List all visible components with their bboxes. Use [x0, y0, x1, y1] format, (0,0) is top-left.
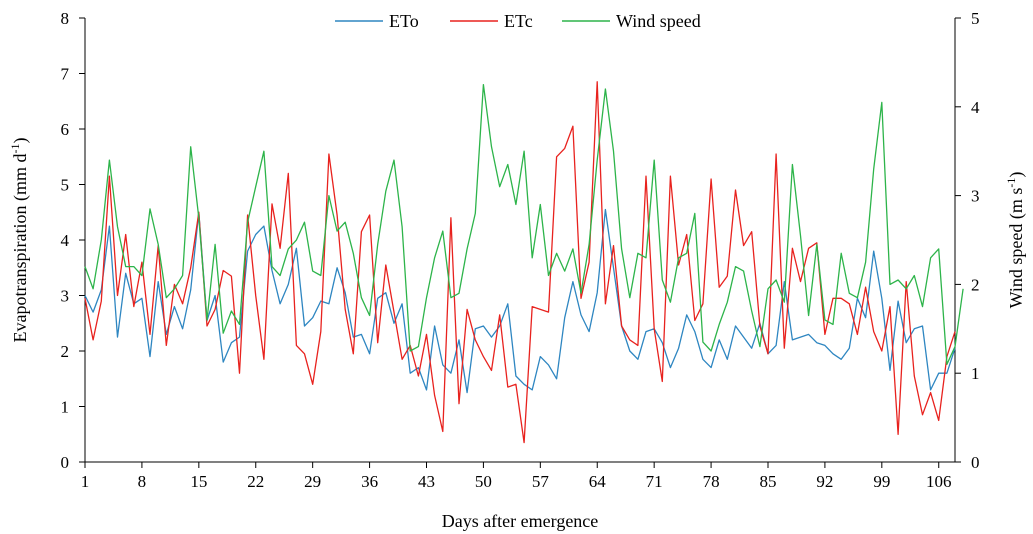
y-right-tick-label: 5	[971, 9, 980, 28]
y-left-tick-label: 1	[61, 398, 70, 417]
y-axis-left-title-sup: -1	[8, 144, 22, 154]
y-axis-right-title: Wind speed (m s-1)	[1004, 172, 1027, 309]
y-left-tick-label: 5	[61, 176, 70, 195]
x-tick-label: 92	[816, 472, 833, 491]
series-line-eto	[84, 208, 956, 394]
y-right-tick-label: 3	[971, 187, 980, 206]
x-tick-label: 8	[138, 472, 147, 491]
x-tick-label: 106	[926, 472, 952, 491]
y-left-tick-label: 0	[61, 453, 70, 472]
y-left-tick-label: 8	[61, 9, 70, 28]
x-tick-label: 78	[703, 472, 720, 491]
y-left-tick-label: 2	[61, 342, 70, 361]
y-ticks-left: 0 1 2 3 4 5 6 7 8	[61, 9, 85, 472]
y-left-tick-label: 7	[61, 65, 70, 84]
legend-label-etc: ETc	[504, 11, 533, 31]
x-tick-label: 57	[532, 472, 550, 491]
y-left-tick-label: 6	[61, 120, 70, 139]
y-left-tick-label: 3	[61, 287, 70, 306]
x-tick-label: 50	[475, 472, 492, 491]
y-axis-right-title-tail: )	[1006, 172, 1027, 178]
legend-label-eto: ETo	[389, 11, 419, 31]
y-ticks-right: 0 1 2 3 4 5	[955, 9, 980, 472]
y-right-tick-label: 2	[971, 275, 980, 294]
y-right-tick-label: 4	[971, 98, 980, 117]
x-tick-label: 1	[81, 472, 90, 491]
x-tick-label: 99	[873, 472, 890, 491]
x-tick-label: 64	[589, 472, 607, 491]
y-axis-right-title-main: Wind speed (m s	[1006, 188, 1027, 309]
legend: ETo ETc Wind speed	[335, 11, 701, 31]
y-axis-left-title-tail: )	[10, 138, 31, 144]
series-line-wind-speed	[84, 83, 964, 365]
y-right-tick-label: 1	[971, 364, 980, 383]
x-tick-label: 43	[418, 472, 435, 491]
y-left-tick-label: 4	[61, 231, 70, 250]
x-tick-label: 71	[646, 472, 663, 491]
series-line-etc	[84, 81, 956, 444]
series-layer	[84, 81, 964, 444]
legend-label-wind-speed: Wind speed	[616, 11, 701, 31]
y-axis-left-title: Evapotranspiration (mm d-1)	[8, 138, 31, 343]
x-tick-label: 36	[361, 472, 378, 491]
plot-area: 1 8 15 22 29 36 43 50 57 64 71 78 85 92 99 106 01234567…	[61, 9, 981, 491]
y-axis-left-title-main: Evapotranspiration (mm d	[10, 154, 31, 343]
x-tick-label: 29	[304, 472, 321, 491]
y-right-tick-label: 0	[971, 453, 980, 472]
x-tick-label: 85	[759, 472, 776, 491]
x-ticks: 1 8 15 22 29 36 43 50 57 64 71 78 85 92 99 106	[81, 462, 952, 491]
x-tick-label: 15	[190, 472, 207, 491]
x-tick-label: 22	[247, 472, 264, 491]
x-axis-title: Days after emergence	[442, 511, 599, 531]
y-axis-right-title-sup: -1	[1004, 178, 1018, 188]
